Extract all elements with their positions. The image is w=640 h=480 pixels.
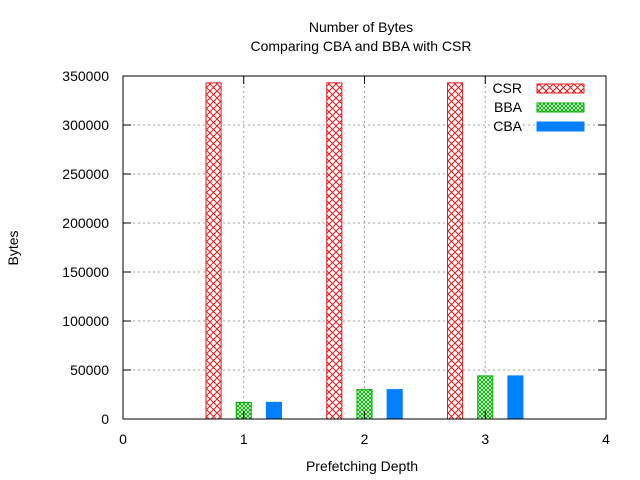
legend-swatch [536,83,585,94]
bar-cba [265,401,282,420]
x-tick-label: 4 [602,431,610,447]
y-tick-label: 0 [101,411,109,427]
bar-csr [447,82,464,420]
legend-label: CBA [493,118,522,134]
legend-swatch [536,121,585,132]
y-tick-label: 200000 [62,215,109,231]
chart-subtitle: Comparing CBA and BBA with CSR [251,38,472,54]
bar-cba [386,389,403,420]
x-tick-label: 1 [240,431,248,447]
axis-ticks [122,75,607,420]
bar-csr [326,82,343,420]
grid-lines [123,76,606,419]
legend: CSR BBA CBA [492,80,585,134]
legend-label: BBA [494,99,523,115]
y-axis-label: Bytes [5,230,21,265]
bars [205,82,524,420]
bar-csr [205,82,222,420]
x-tick-labels: 0 1 2 3 4 [119,431,610,447]
legend-label: CSR [492,80,522,96]
legend-swatch [536,102,585,113]
y-tick-label: 350000 [62,68,109,84]
x-tick-label: 3 [481,431,489,447]
y-tick-label: 300000 [62,117,109,133]
y-tick-label: 100000 [62,313,109,329]
y-tick-label: 250000 [62,166,109,182]
x-axis-label: Prefetching Depth [306,458,418,474]
x-tick-label: 2 [361,431,369,447]
y-tick-labels: 0 50000 100000 150000 200000 250000 300000 3500… [62,68,109,427]
y-tick-label: 150000 [62,264,109,280]
chart-title: Number of Bytes [309,19,413,35]
y-tick-label: 50000 [70,362,109,378]
bar-cba [507,375,524,420]
x-tick-label: 0 [119,431,127,447]
